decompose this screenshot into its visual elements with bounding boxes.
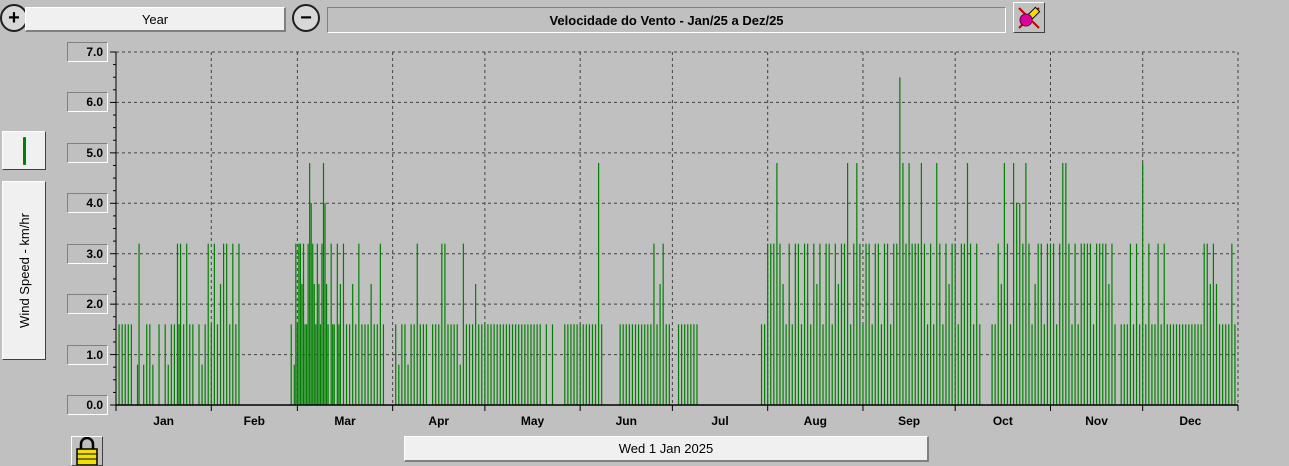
zoom-in-icon: + [8,7,20,29]
x-tick-label: Jun [615,414,637,428]
x-tick-label: Jan [153,414,174,428]
x-tick-label: Feb [243,414,265,428]
y-tick-label: 7.0 [67,42,108,62]
y-tick-label: 5.0 [67,142,108,163]
legend-swatch-button[interactable] [2,131,46,170]
x-tick-label: May [520,414,545,428]
date-label: Wed 1 Jan 2025 [618,441,714,456]
chart-title-text: Velocidade do Vento - Jan/25 a Dez/25 [549,12,784,28]
y-tick-label: 0.0 [67,395,108,415]
x-tick-label: Nov [1085,414,1108,428]
chart-title: Velocidade do Vento - Jan/25 a Dez/25 [327,7,1006,33]
ylabel-panel: Wind Speed - km/hr [2,181,46,360]
y-tick-label: 2.0 [67,294,108,315]
y-tick-label: 1.0 [67,344,108,365]
y-tick-label: 6.0 [67,92,108,113]
zoom-in-button[interactable]: + [0,4,28,32]
x-tick-label: Oct [992,414,1013,428]
settings-button[interactable] [1013,2,1045,33]
period-selector[interactable]: Year [25,7,286,32]
zoom-out-icon: − [300,7,312,29]
x-tick-label: Apr [428,414,450,428]
x-tick-label: Dec [1179,414,1202,428]
x-tick-label: Aug [803,414,827,428]
pencil-paint-icon [1018,6,1041,29]
padlock-icon [76,437,98,465]
x-tick-label: Sep [898,414,921,428]
period-label: Year [141,11,169,27]
y-tick-label: 3.0 [67,243,108,264]
x-tick-label: Mar [334,414,356,428]
y-tick-label: 4.0 [67,193,108,214]
x-tick-label: Jul [711,414,729,428]
series-legend-swatch [22,136,26,165]
lock-button[interactable] [71,436,103,466]
date-display[interactable]: Wed 1 Jan 2025 [404,436,929,462]
zoom-out-button[interactable]: − [292,4,320,32]
